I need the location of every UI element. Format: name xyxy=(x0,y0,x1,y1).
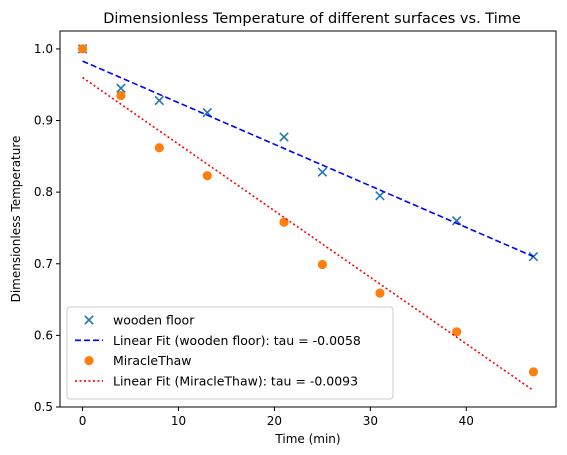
data-point xyxy=(451,216,462,226)
x-tick-label: 20 xyxy=(267,414,282,428)
x-tick-label: 10 xyxy=(171,414,186,428)
legend-label: wooden floor xyxy=(113,313,195,328)
data-point-stroke xyxy=(375,190,385,201)
legend-marker-stroke xyxy=(84,315,94,325)
legend-box xyxy=(66,306,394,400)
legend-label: Linear Fit (wooden floor): tau = -0.0058 xyxy=(113,333,361,348)
series-1 xyxy=(82,60,534,258)
plot-frame xyxy=(59,30,557,408)
data-point xyxy=(279,132,289,142)
legend-label: Linear Fit (MiracleThaw): tau = -0.0093 xyxy=(113,373,358,388)
x-axis: 0 10 20 30 40 xyxy=(79,407,474,428)
y-tick-label: 0.6 xyxy=(34,328,53,342)
data-point xyxy=(202,171,212,181)
plot-area xyxy=(77,44,539,392)
data-point-stroke xyxy=(202,107,213,118)
data-point xyxy=(116,83,126,94)
legend-label: MiracleThaw xyxy=(113,353,192,368)
series-3 xyxy=(82,76,534,392)
data-point xyxy=(375,190,385,201)
data-point xyxy=(154,143,164,153)
data-point-stroke xyxy=(279,132,289,142)
x-axis-label: Time (min) xyxy=(274,432,340,446)
y-axis: 0.5 0.6 0.7 0.8 0.9 1.0 xyxy=(34,42,60,414)
data-point-stroke xyxy=(154,95,165,106)
data-point xyxy=(317,259,327,270)
data-point-stroke xyxy=(116,83,126,94)
legend-marker xyxy=(84,315,94,325)
data-point xyxy=(116,90,126,101)
data-point xyxy=(452,327,462,337)
x-tick-label: 0 xyxy=(79,414,87,428)
legend: wooden floor Linear Fit (wooden floor): t… xyxy=(66,306,394,400)
fit-line xyxy=(82,76,534,392)
y-tick-label: 0.5 xyxy=(34,400,53,414)
data-point xyxy=(202,107,213,118)
series-2 xyxy=(77,44,539,377)
x-tick-label: 30 xyxy=(363,414,378,428)
y-tick-label: 0.7 xyxy=(34,257,53,271)
data-point-stroke xyxy=(451,216,462,226)
legend-marker xyxy=(84,356,94,366)
chart-title: Dimensionless Temperature of different s… xyxy=(103,11,521,27)
data-point xyxy=(154,95,165,106)
y-tick-label: 1.0 xyxy=(34,42,53,56)
data-point xyxy=(528,367,539,377)
y-tick-label: 0.9 xyxy=(34,114,53,128)
series-0 xyxy=(77,44,539,262)
y-axis-label: Dimensionless Temperature xyxy=(9,136,23,303)
y-tick-label: 0.8 xyxy=(34,185,53,199)
x-tick-label: 40 xyxy=(459,414,474,428)
data-point xyxy=(375,288,385,298)
data-point xyxy=(77,44,88,54)
data-point xyxy=(317,167,328,177)
data-point-stroke xyxy=(317,167,328,177)
fit-line xyxy=(82,60,534,258)
